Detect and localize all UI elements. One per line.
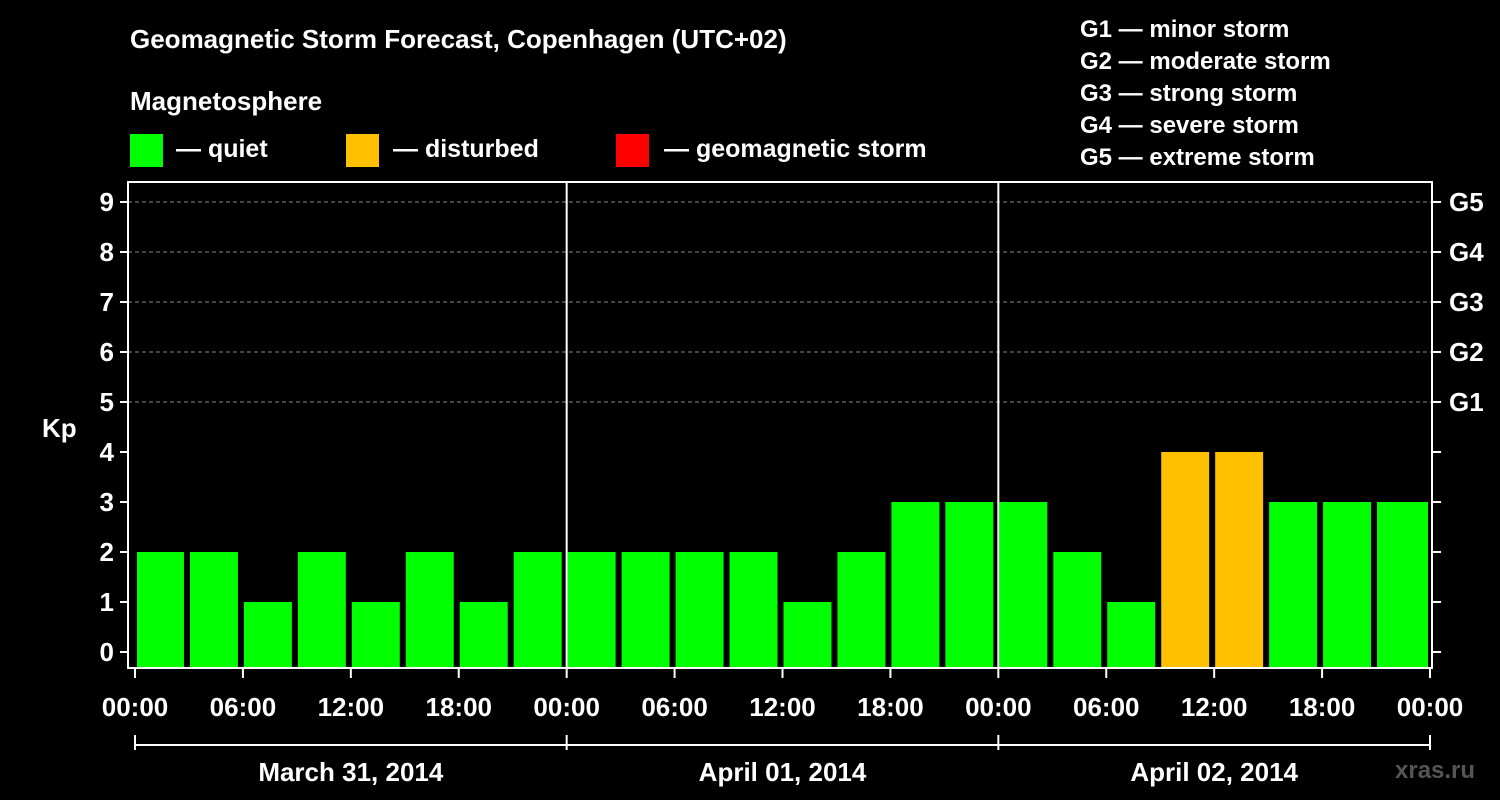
storm-scale-g5: G5 — extreme storm [1080,144,1315,171]
chart-title: Geomagnetic Storm Forecast, Copenhagen (… [130,24,787,54]
y-tick-label: 2 [100,537,114,567]
g-scale-label: G1 [1449,387,1484,417]
storm-scale-g4: G4 — severe storm [1080,112,1299,139]
x-tick-label: 12:00 [318,692,385,722]
storm-scale-g3: G3 — strong storm [1080,80,1297,107]
watermark: xras.ru [1395,757,1475,784]
plot-frame [127,181,1433,669]
legend-swatch-disturbed [346,134,379,167]
day-label: April 02, 2014 [1130,757,1298,787]
kp-bar [945,502,994,668]
x-tick-label: 00:00 [965,692,1032,722]
y-tick-label: 8 [100,237,114,267]
g-scale-label: G2 [1449,337,1484,367]
plot-area: 0 1 2 3 4 5 6 7 8 9 G1 G2 G3 G4 G5 00:00 06:00 12:00 18:00… [100,181,1484,787]
x-tick-label: 06:00 [210,692,277,722]
y-tick-label: 3 [100,487,114,517]
y-tick-label: 6 [100,337,114,367]
kp-bar [783,602,832,668]
kp-bar [567,552,616,668]
storm-scale-g2: G2 — moderate storm [1080,48,1331,75]
kp-bar [1107,602,1156,668]
y-tick-label: 5 [100,387,114,417]
x-tick-label: 12:00 [749,692,816,722]
y-tick-label: 7 [100,287,114,317]
kp-bar [405,552,454,668]
kp-bar [189,552,238,668]
g-scale-label: G3 [1449,287,1484,317]
kp-bar [297,552,346,668]
kp-bar [1377,502,1428,668]
storm-scale-g1: G1 — minor storm [1080,16,1289,43]
y-tick-label: 1 [100,587,114,617]
kp-bar [1053,552,1102,668]
y-tick-label: 4 [100,437,115,467]
day-label: March 31, 2014 [258,757,444,787]
legend-label-storm: — geomagnetic storm [664,135,927,163]
x-tick-label: 06:00 [1073,692,1140,722]
kp-bar [513,552,562,668]
kp-bar [1323,502,1372,668]
g-scale-label: G4 [1449,237,1484,267]
kp-bar [351,602,400,668]
x-tick-label: 18:00 [426,692,493,722]
kp-bar [675,552,724,668]
kp-bar [137,552,184,668]
legend-swatch-storm [616,134,649,167]
g-scale-label: G5 [1449,187,1484,217]
x-tick-label: 00:00 [102,692,169,722]
x-tick-label: 18:00 [857,692,924,722]
kp-bar [243,602,292,668]
x-tick-label: 06:00 [641,692,708,722]
kp-bar [1161,452,1210,668]
y-axis-label: Kp [42,413,77,443]
kp-bar [729,552,778,668]
legend-heading: Magnetosphere [130,86,322,116]
legend-swatch-quiet [130,134,163,167]
x-tick-label: 12:00 [1181,692,1248,722]
kp-bar [459,602,508,668]
kp-bar [1269,502,1318,668]
legend-label-quiet: — quiet [176,135,268,163]
kp-bar [621,552,670,668]
x-tick-label: 00:00 [1397,692,1464,722]
x-tick-label: 18:00 [1289,692,1356,722]
kp-bar [999,502,1048,668]
kp-bar [1215,452,1264,668]
kp-bar [891,502,940,668]
legend-label-disturbed: — disturbed [393,135,539,163]
y-tick-label: 0 [100,637,114,667]
kp-bar [837,552,886,668]
y-tick-label: 9 [100,187,114,217]
day-label: April 01, 2014 [699,757,867,787]
x-tick-label: 00:00 [533,692,600,722]
